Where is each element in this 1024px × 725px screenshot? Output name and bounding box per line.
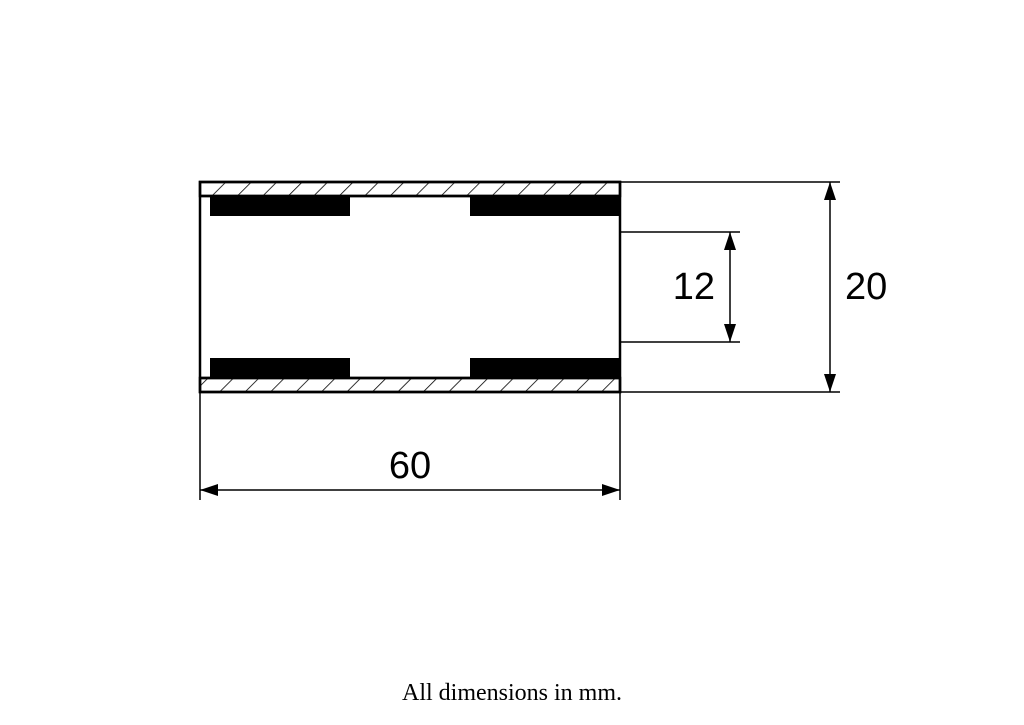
dim-inner-label: 12 (673, 266, 715, 308)
dim-outer-label: 20 (845, 266, 887, 308)
dim-length-label: 60 (389, 445, 431, 487)
units-caption: All dimensions in mm. (402, 680, 622, 706)
